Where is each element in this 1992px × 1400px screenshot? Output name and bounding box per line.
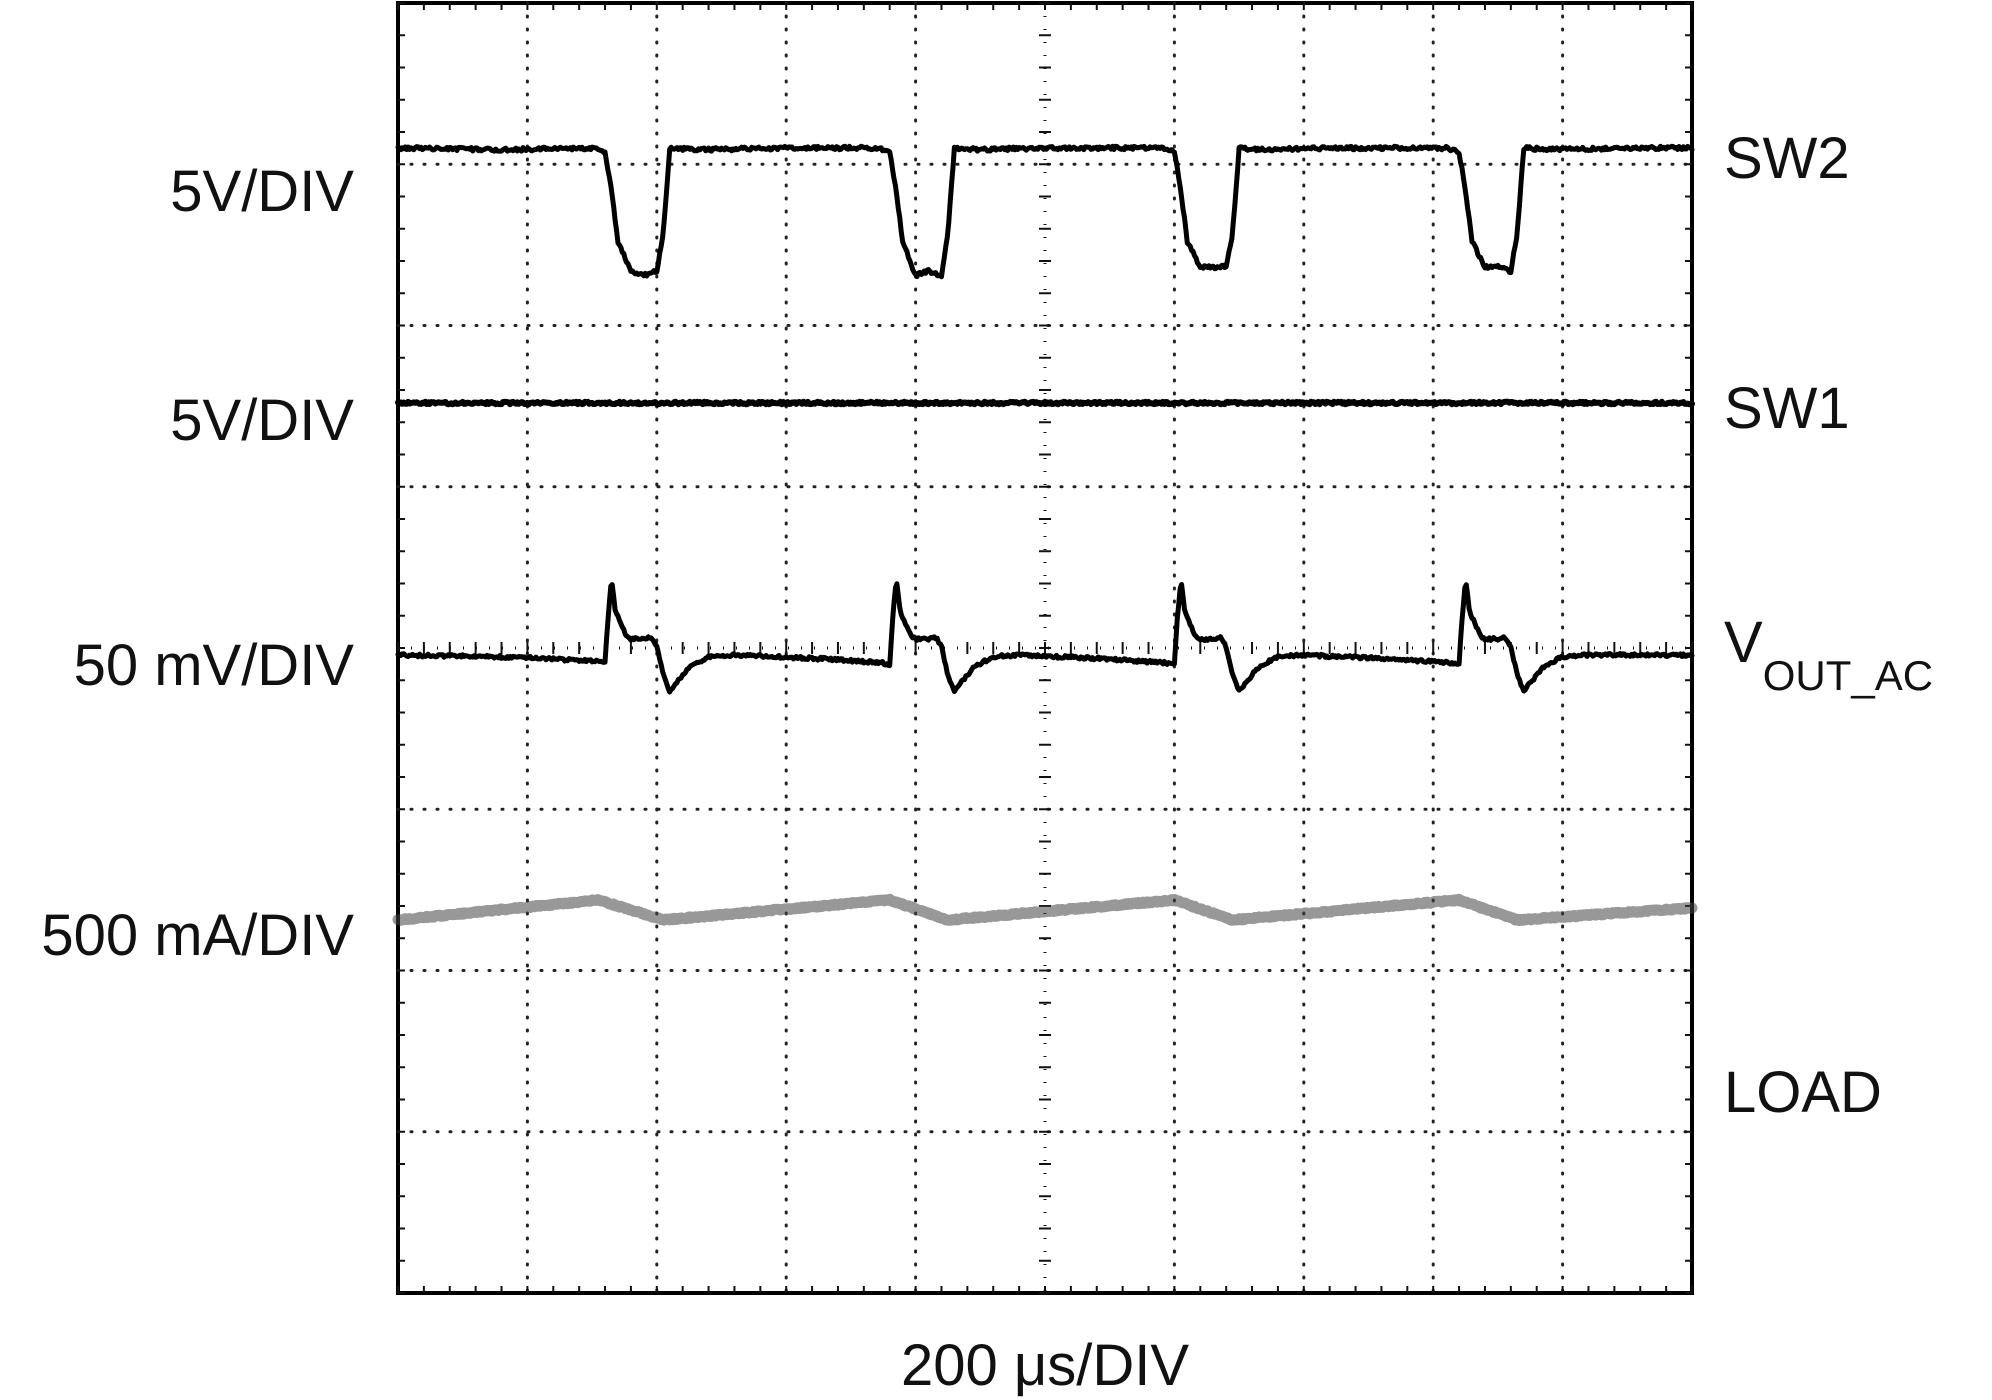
channel-label-load: LOAD — [1724, 1060, 1882, 1125]
scale-labels: 5V/DIV 5V/DIV 50 mV/DIV 500 mA/DIV — [41, 159, 354, 968]
scale-label-vout-ac: 50 mV/DIV — [74, 633, 355, 698]
scale-label-sw1: 5V/DIV — [170, 388, 354, 453]
channel-label-vout-ac: VOUT_AC — [1724, 610, 1933, 699]
trace-layer — [392, 143, 1698, 927]
channel-labels: SW2 SW1 VOUT_AC LOAD — [1724, 126, 1933, 1125]
scale-label-sw2: 5V/DIV — [170, 159, 354, 224]
trace-v-out-ac — [395, 581, 1695, 695]
trace-sw2 — [395, 143, 1695, 280]
channel-label-vout-main: V — [1724, 610, 1763, 675]
channel-label-vout-sub: OUT_AC — [1763, 652, 1933, 699]
trace-sw1 — [395, 398, 1695, 408]
scale-label-load: 500 mA/DIV — [41, 903, 354, 968]
time-scale-label: 200 μs/DIV — [901, 1333, 1189, 1398]
grid — [396, 1, 1694, 1295]
channel-label-sw2: SW2 — [1724, 126, 1850, 191]
trace-load — [392, 893, 1698, 927]
channel-label-sw1: SW1 — [1724, 376, 1850, 441]
